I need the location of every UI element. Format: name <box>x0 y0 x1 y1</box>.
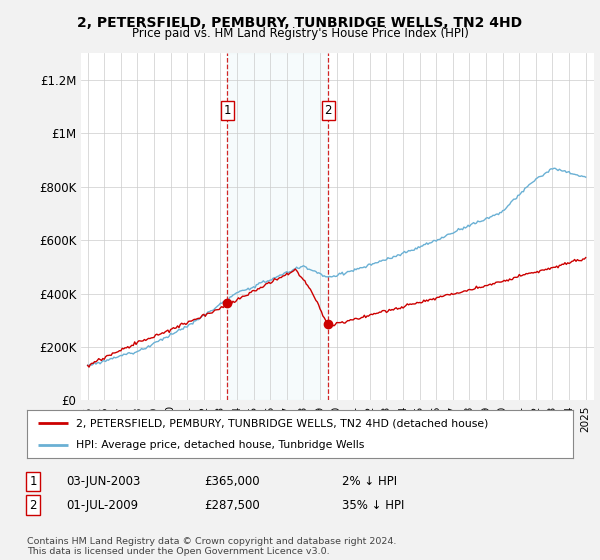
Text: This data is licensed under the Open Government Licence v3.0.: This data is licensed under the Open Gov… <box>27 547 329 556</box>
Text: 2, PETERSFIELD, PEMBURY, TUNBRIDGE WELLS, TN2 4HD: 2, PETERSFIELD, PEMBURY, TUNBRIDGE WELLS… <box>77 16 523 30</box>
Text: Contains HM Land Registry data © Crown copyright and database right 2024.: Contains HM Land Registry data © Crown c… <box>27 537 397 546</box>
Text: 2% ↓ HPI: 2% ↓ HPI <box>342 475 397 488</box>
Text: HPI: Average price, detached house, Tunbridge Wells: HPI: Average price, detached house, Tunb… <box>76 440 365 450</box>
Text: Price paid vs. HM Land Registry's House Price Index (HPI): Price paid vs. HM Land Registry's House … <box>131 27 469 40</box>
Text: 03-JUN-2003: 03-JUN-2003 <box>66 475 140 488</box>
Text: 1: 1 <box>29 475 37 488</box>
Bar <box>227 53 328 400</box>
Text: 2: 2 <box>29 498 37 512</box>
Text: £365,000: £365,000 <box>204 475 260 488</box>
Text: 35% ↓ HPI: 35% ↓ HPI <box>342 498 404 512</box>
Text: 2, PETERSFIELD, PEMBURY, TUNBRIDGE WELLS, TN2 4HD (detached house): 2, PETERSFIELD, PEMBURY, TUNBRIDGE WELLS… <box>76 418 488 428</box>
Text: 2: 2 <box>325 104 332 117</box>
Text: 01-JUL-2009: 01-JUL-2009 <box>66 498 138 512</box>
Text: 1: 1 <box>224 104 231 117</box>
Text: £287,500: £287,500 <box>204 498 260 512</box>
